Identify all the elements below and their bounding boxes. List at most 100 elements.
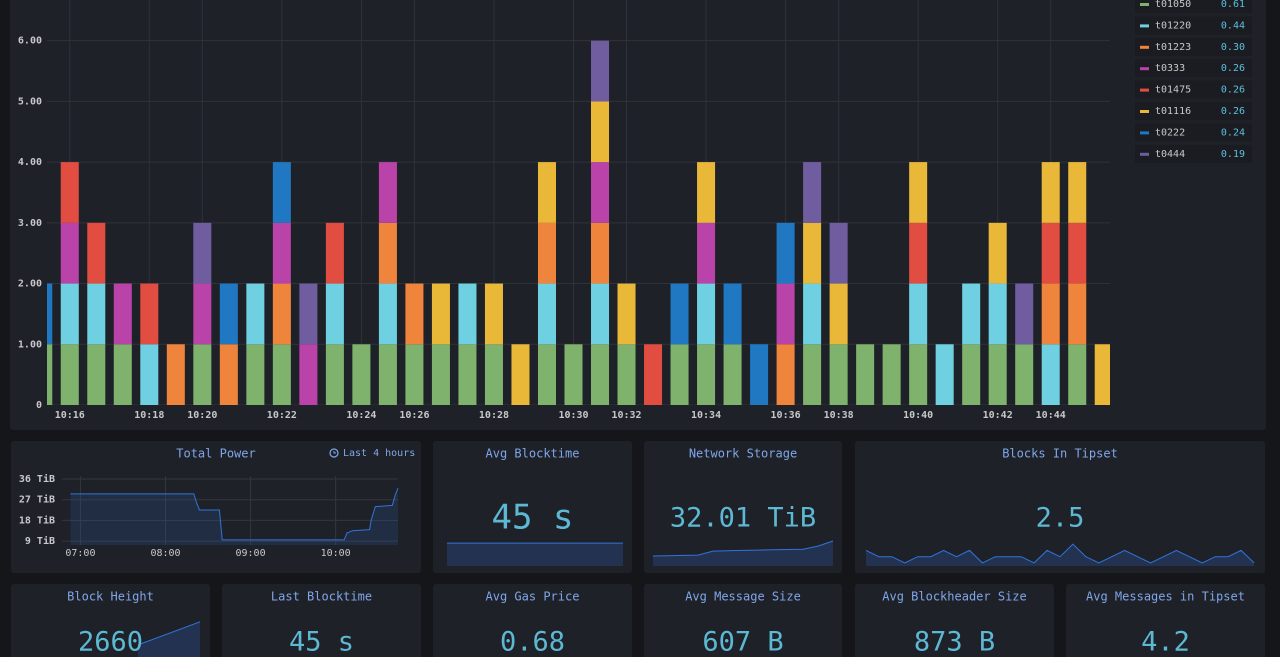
bar-segment xyxy=(405,344,424,405)
sparkline-area xyxy=(138,621,200,657)
x-tick-label: 08:00 xyxy=(150,548,180,559)
bar-segment xyxy=(723,283,742,345)
legend-row xyxy=(1135,102,1252,120)
bar-segment xyxy=(590,40,610,102)
y-tick-label: 36 TiB xyxy=(19,473,55,485)
legend-value: 0.24 xyxy=(1221,127,1245,138)
y-tick-label: 0 xyxy=(36,400,42,411)
legend-swatch xyxy=(1140,3,1149,6)
stat-panel xyxy=(222,584,421,657)
bar-segment xyxy=(378,344,397,405)
bar-segment xyxy=(988,344,1007,405)
sparkline xyxy=(865,543,1255,564)
stat-panel xyxy=(433,584,632,657)
bar-segment xyxy=(219,283,238,345)
legend-swatch xyxy=(1140,88,1149,92)
legend-value: 0.44 xyxy=(1221,20,1245,31)
stat-panel xyxy=(644,441,842,573)
bar-segment xyxy=(776,222,795,284)
legend-row xyxy=(1135,37,1252,56)
bar-segment xyxy=(776,344,795,405)
bar-segment xyxy=(617,344,636,405)
bar-segment xyxy=(1041,222,1060,284)
stat-value: 4.2 xyxy=(1141,627,1190,657)
bar-segment xyxy=(697,162,716,223)
bar-segment xyxy=(697,283,716,345)
y-tick-label: 27 TiB xyxy=(19,494,55,506)
x-tick-label: 10:18 xyxy=(134,410,164,421)
sparkline xyxy=(652,540,834,557)
clock-icon xyxy=(329,448,339,458)
bar-segment xyxy=(113,283,132,345)
bar-segment xyxy=(617,283,636,345)
bar-segment xyxy=(1068,344,1087,405)
bar-segment xyxy=(272,283,291,345)
bar-segment xyxy=(803,162,822,223)
panel-title: Blocks In Tipset xyxy=(1002,447,1118,461)
bar-segment xyxy=(60,344,79,405)
bar-segment xyxy=(511,344,530,405)
bar-segment xyxy=(829,222,848,284)
bar-segment xyxy=(378,162,397,223)
legend-row xyxy=(1135,123,1252,142)
panel-title: Block Height xyxy=(67,590,154,604)
bar-segment xyxy=(140,283,159,345)
legend-value: 0.26 xyxy=(1221,63,1245,74)
panel-title: Total Power xyxy=(176,447,255,461)
x-tick-label: 10:32 xyxy=(611,410,641,421)
x-tick-label: 10:22 xyxy=(267,410,297,421)
legend-row xyxy=(1135,59,1252,78)
bar-segment xyxy=(988,283,1007,345)
stat-panel xyxy=(644,584,842,657)
sparkline-area xyxy=(447,543,623,566)
legend-name: t01220 xyxy=(1155,20,1191,31)
bar-segment xyxy=(909,222,928,284)
stat-value: 45 s xyxy=(492,498,574,538)
panel-title: Network Storage xyxy=(689,447,797,461)
bar-segment xyxy=(776,283,795,345)
bar-segment xyxy=(909,162,928,223)
bar-segment xyxy=(856,344,875,405)
x-tick-label: 10:28 xyxy=(479,410,509,421)
bar-segment xyxy=(87,283,106,345)
legend-value: 0.19 xyxy=(1221,149,1245,160)
bar-segment xyxy=(697,222,716,284)
x-tick-label: 10:16 xyxy=(55,410,85,421)
bar-segment xyxy=(60,283,79,345)
sparkline-area xyxy=(653,541,833,566)
bar-segment xyxy=(140,344,159,405)
stat-value: 32.01 TiB xyxy=(670,503,816,534)
y-tick-label: 1.00 xyxy=(18,339,42,350)
bar-segment xyxy=(193,283,212,345)
legend-swatch xyxy=(1140,131,1149,135)
bar-segment xyxy=(458,344,477,405)
bar-segment xyxy=(431,344,450,405)
bar-segment xyxy=(803,344,822,405)
bar-segment xyxy=(378,283,397,345)
time-range[interactable]: Last 4 hours xyxy=(343,448,415,459)
panel-title: Avg Blocktime xyxy=(486,447,580,461)
x-tick-label: 10:38 xyxy=(824,410,854,421)
bar-segment xyxy=(988,222,1007,284)
bar-segment xyxy=(829,344,848,405)
x-tick-label: 09:00 xyxy=(236,548,266,559)
bar-segment xyxy=(484,344,503,405)
bar-segment xyxy=(1068,283,1087,345)
stat-panel xyxy=(433,441,632,573)
legend-swatch xyxy=(1140,45,1149,49)
y-tick-label: 2.00 xyxy=(18,279,42,290)
bar-segment xyxy=(47,344,53,405)
sparkline xyxy=(137,621,201,646)
bar-segment xyxy=(166,344,185,405)
bar-segment xyxy=(670,344,689,405)
legend-name: t0222 xyxy=(1155,127,1185,138)
bar-segment xyxy=(750,344,769,405)
bar-segment xyxy=(1041,162,1060,223)
bar-segment xyxy=(1068,162,1087,223)
legend-name: t01050 xyxy=(1155,0,1191,10)
stat-value: 2660 xyxy=(78,627,143,657)
bar-segment xyxy=(113,344,132,405)
legend-row xyxy=(1135,16,1252,35)
bar-segment xyxy=(723,344,742,405)
